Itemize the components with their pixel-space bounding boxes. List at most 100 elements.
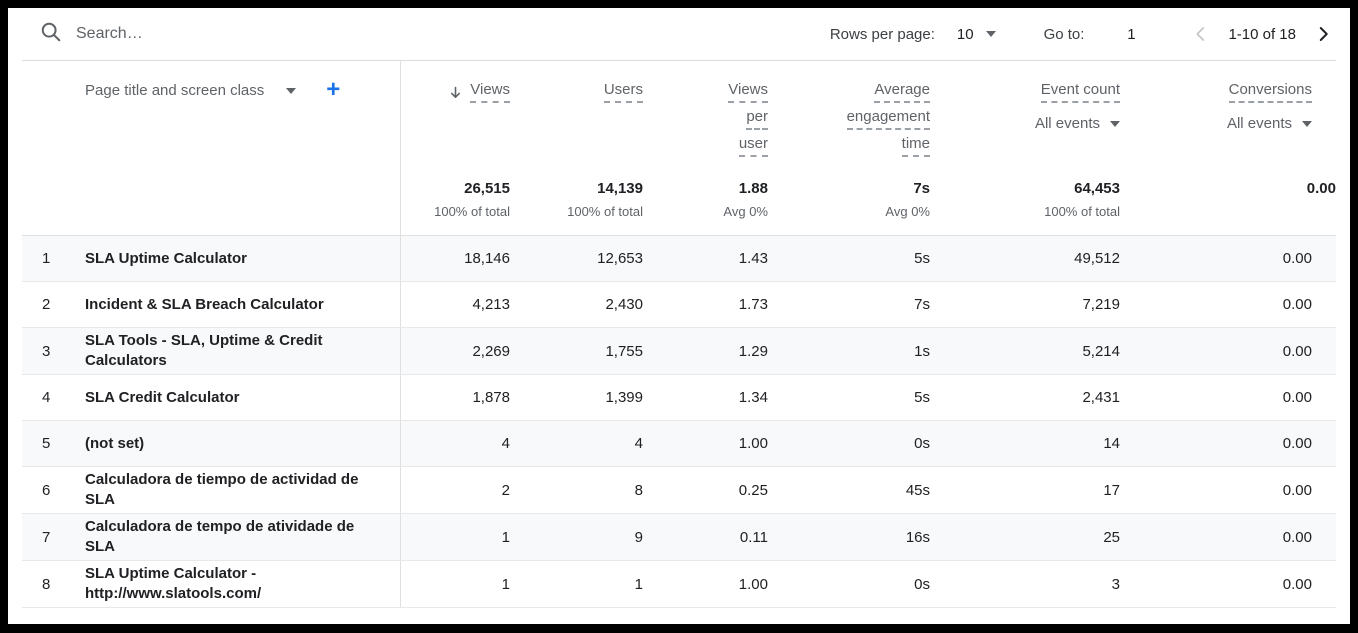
page-title-cell: SLA Uptime Calculator - http://www.slato… [85,565,262,602]
views-cell: 4,213 [400,282,510,327]
total-views-per-user: 1.88 Avg 0% [643,168,768,235]
event-count-cell: 7,219 [1082,296,1120,313]
views-per-user-cell: 1.00 [738,575,768,593]
table-header-row: Page title and screen class + Views User… [22,61,1336,168]
column-header-event-count[interactable]: Event count All events [930,61,1120,168]
total-subtext: 100% of total [1044,204,1120,219]
views-cell: 1 [400,514,510,560]
column-header-dimension[interactable]: Page title and screen class + [22,61,400,168]
conversions-filter-select[interactable]: All events [1227,115,1312,132]
header-label: Event count [1040,81,1120,103]
column-header-average-engagement-time[interactable]: Average engagement time [768,61,930,168]
conversions-cell: 0.00 [1282,481,1312,499]
pagination-range: 1-10 of 18 [1228,25,1296,43]
header-label: Users [603,81,643,103]
header-label: user [738,135,768,157]
table-row: 2 Incident & SLA Breach Calculator 4,213… [22,282,1336,328]
row-number: 8 [42,575,51,593]
users-cell: 9 [634,528,643,546]
views-cell: 2,269 [400,328,510,374]
dimension-header-label: Page title and screen class [85,82,265,99]
chevron-down-icon[interactable] [286,88,297,94]
sort-descending-icon [448,85,463,100]
users-cell: 4 [634,435,643,452]
event-count-filter-select[interactable]: All events [1035,115,1120,132]
table-row: 5 (not set) 4 4 1.00 0s 14 0.00 [22,421,1336,467]
column-header-users[interactable]: Users [510,61,643,168]
event-count-cell: 5,214 [1082,342,1120,360]
total-users: 14,139 100% of total [510,168,643,235]
chevron-down-icon [1302,120,1312,127]
total-value: 0.00 [1306,180,1336,197]
event-count-cell: 49,512 [1074,250,1120,267]
total-conversions: 0.00 [1120,168,1336,235]
header-label: engagement [846,108,930,130]
views-per-user-cell: 0.11 [739,528,768,546]
row-number: 2 [42,296,51,313]
header-label: per [746,108,768,130]
go-to-page-input[interactable] [1114,25,1149,43]
table-row: 3 SLA Tools - SLA, Uptime & Credit Calcu… [22,328,1336,375]
header-label: Average [874,81,930,103]
next-page-button[interactable] [1310,21,1336,47]
filter-value: All events [1034,115,1100,132]
average-engagement-time-cell: 0s [914,435,930,452]
total-value: 14,139 [597,180,643,197]
average-engagement-time-cell: 0s [914,575,930,593]
views-per-user-cell: 1.73 [738,296,768,313]
table-body: 1 SLA Uptime Calculator 18,146 12,653 1.… [22,236,1336,608]
search-input[interactable] [76,25,376,43]
views-per-user-cell: 1.43 [738,250,768,267]
page-title-cell: Incident & SLA Breach Calculator [85,295,324,313]
column-header-conversions[interactable]: Conversions All events [1120,61,1336,168]
go-to-label: Go to: [1043,25,1085,43]
total-subtext: Avg 0% [723,204,768,219]
total-value: 64,453 [1074,180,1120,197]
chevron-down-icon [985,31,996,37]
views-per-user-cell: 1.34 [738,389,768,406]
average-engagement-time-cell: 5s [914,389,930,406]
filter-value: All events [1226,115,1292,132]
header-label: time [901,135,930,157]
views-per-user-cell: 1.29 [738,342,768,360]
views-cell: 4 [400,421,510,466]
average-engagement-time-cell: 1s [914,342,930,360]
page-title-cell: (not set) [85,434,145,452]
page-title-cell: Calculadora de tempo de atividade de SLA [85,518,355,555]
row-number: 4 [42,389,51,406]
average-engagement-time-cell: 5s [914,250,930,267]
views-per-user-cell: 0.25 [738,481,768,499]
rows-per-page-select[interactable]: 10 [957,26,996,43]
add-dimension-button[interactable]: + [326,76,341,103]
views-cell: 1 [400,561,510,607]
column-header-views[interactable]: Views [400,61,510,168]
views-cell: 2 [400,467,510,513]
total-subtext: 100% of total [434,204,510,219]
chevron-down-icon [1110,120,1120,127]
totals-row: 26,515 100% of total 14,139 100% of tota… [22,168,1336,236]
average-engagement-time-cell: 45s [905,481,930,499]
header-label: Conversions [1228,81,1312,103]
row-number: 1 [42,250,51,267]
total-value: 26,515 [464,180,510,197]
views-per-user-cell: 1.00 [738,435,768,452]
users-cell: 1,399 [605,389,643,406]
page-title-cell: SLA Tools - SLA, Uptime & Credit Calcula… [85,332,323,369]
conversions-cell: 0.00 [1282,342,1312,360]
event-count-cell: 17 [1103,481,1120,499]
conversions-cell: 0.00 [1282,435,1312,452]
average-engagement-time-cell: 16s [905,528,930,546]
row-number: 5 [42,435,51,452]
users-cell: 2,430 [605,296,643,313]
header-label: Views [728,81,768,103]
search-icon [40,21,62,48]
table-row: 1 SLA Uptime Calculator 18,146 12,653 1.… [22,236,1336,282]
conversions-cell: 0.00 [1282,389,1312,406]
previous-page-button[interactable] [1188,21,1214,47]
users-cell: 8 [634,481,643,499]
event-count-cell: 14 [1103,435,1120,452]
column-header-views-per-user[interactable]: Views per user [643,61,768,168]
event-count-cell: 2,431 [1082,389,1120,406]
table-toolbar: Rows per page: 10 Go to: 1-10 of 18 [22,8,1336,61]
